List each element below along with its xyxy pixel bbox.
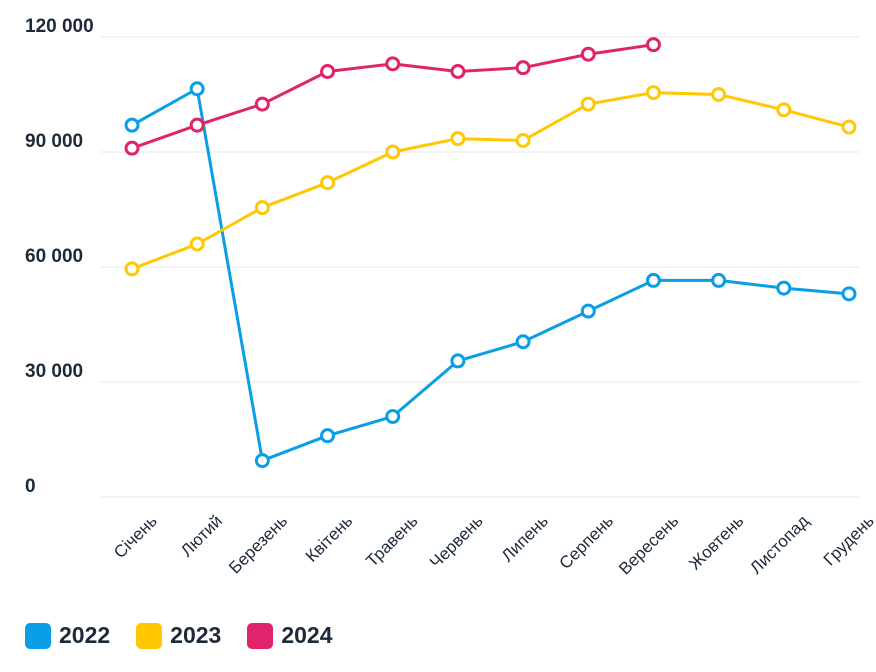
line-chart: 0 30 000 60 000 90 000 120 000 Січень Лютий Бе… — [25, 16, 876, 579]
y-tick-label: 60 000 — [25, 246, 83, 267]
data-point-2023 — [124, 261, 140, 277]
legend-item-2024[interactable]: 2024 — [247, 622, 333, 649]
x-tick-label: Червень — [426, 511, 487, 572]
x-tick-label: Вересень — [615, 511, 682, 578]
data-point-2023 — [645, 85, 661, 101]
data-point-2022 — [841, 286, 857, 302]
x-tick-label: Листопад — [746, 511, 812, 577]
legend-swatch-2023 — [136, 622, 163, 649]
x-axis-ticks: Січень Лютий Березень Квітень Травень Червень… — [110, 511, 876, 578]
data-point-2023 — [189, 236, 205, 252]
x-tick-label: Серпень — [556, 511, 618, 573]
legend-label-2022: 2022 — [59, 622, 111, 648]
series-line-2022 — [130, 87, 851, 463]
data-point-2022 — [124, 117, 140, 133]
legend-swatch-2022 — [25, 622, 51, 649]
data-point-2024 — [450, 64, 466, 79]
data-point-2022 — [450, 353, 466, 369]
y-axis-ticks: 0 30 000 60 000 90 000 120 000 — [25, 16, 94, 497]
x-tick-label: Квітень — [302, 511, 357, 566]
series-lines — [124, 37, 857, 469]
legend-item-2022[interactable]: 2022 — [25, 622, 110, 649]
legend-label-2023: 2023 — [170, 622, 222, 648]
data-point-2022 — [515, 334, 531, 350]
data-point-2023 — [450, 131, 466, 147]
y-tick-label: 90 000 — [25, 131, 83, 152]
y-tick-label: 30 000 — [25, 361, 83, 382]
data-point-2022 — [320, 428, 336, 444]
data-point-2023 — [841, 119, 857, 135]
data-point-2023 — [776, 102, 792, 118]
y-tick-label: 0 — [25, 476, 36, 497]
data-point-2024 — [580, 46, 596, 62]
data-point-2023 — [580, 96, 596, 112]
series-line-2023 — [130, 91, 851, 271]
legend-item-2023[interactable]: 2023 — [136, 622, 221, 649]
data-point-2024 — [320, 64, 336, 79]
data-point-2022 — [254, 453, 270, 469]
x-tick-label: Жовтень — [685, 511, 747, 573]
data-point-2024 — [515, 60, 531, 76]
data-point-2022 — [385, 409, 401, 424]
x-tick-label: Травень — [362, 511, 421, 570]
data-point-2022 — [645, 272, 661, 288]
data-point-2024 — [385, 56, 401, 72]
data-point-2023 — [385, 144, 401, 160]
legend-label-2024: 2024 — [281, 622, 333, 648]
data-point-2022 — [776, 280, 792, 296]
data-point-2023 — [320, 175, 336, 191]
x-tick-label: Лютий — [177, 511, 226, 560]
data-point-2023 — [515, 133, 531, 148]
data-point-2022 — [189, 81, 205, 97]
grid-lines — [100, 36, 860, 498]
x-tick-label: Липень — [498, 511, 552, 565]
data-point-2024 — [189, 117, 205, 133]
data-point-2023 — [711, 87, 727, 102]
data-point-2023 — [254, 200, 270, 216]
legend: 2022 2023 2024 — [25, 622, 359, 649]
legend-swatch-2024 — [247, 622, 274, 649]
data-point-2024 — [645, 37, 661, 53]
data-point-2024 — [124, 140, 140, 156]
y-tick-label: 120 000 — [25, 16, 94, 37]
data-point-2024 — [254, 96, 270, 112]
x-tick-label: Березень — [225, 511, 291, 577]
x-tick-label: Січень — [110, 511, 161, 562]
data-point-2022 — [711, 272, 727, 288]
x-tick-label: Грудень — [820, 511, 876, 569]
data-point-2022 — [580, 303, 596, 319]
